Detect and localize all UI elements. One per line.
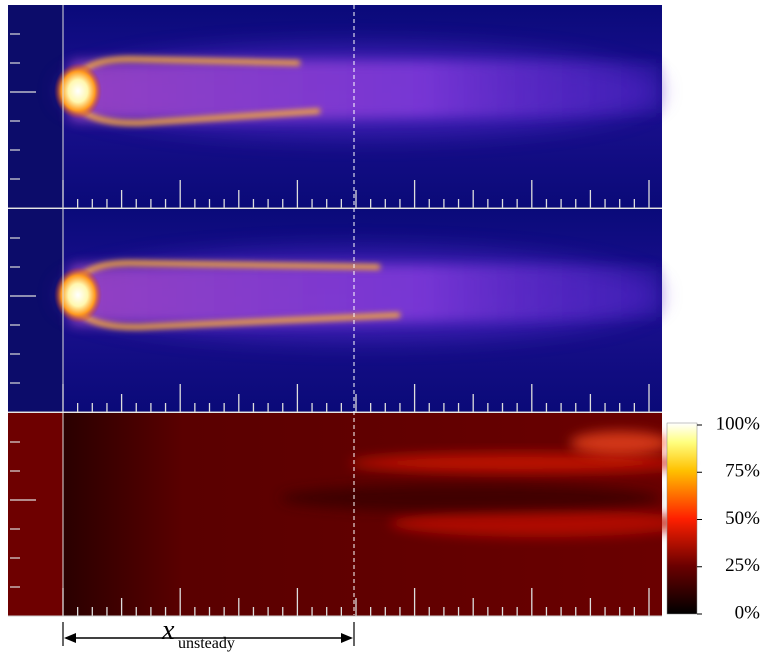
- colorbar-label: 25%: [725, 555, 760, 576]
- streak: [350, 453, 690, 473]
- plume-core: [70, 264, 660, 325]
- plume-core: [70, 60, 660, 121]
- colorbar-label: 0%: [735, 602, 761, 623]
- streak: [390, 509, 690, 537]
- annotation-symbol: x: [161, 615, 175, 646]
- hot-core: [54, 267, 102, 323]
- colorbar-label: 100%: [716, 413, 761, 434]
- hot-core: [54, 63, 102, 119]
- left-strip: [8, 209, 63, 412]
- span-arrow: [62, 622, 355, 646]
- left-strip: [8, 413, 63, 616]
- colorbar: [666, 422, 698, 615]
- panel: [8, 5, 662, 209]
- panel: [8, 413, 690, 617]
- image-panels: [8, 5, 690, 617]
- annotation-subscript: unsteady: [178, 635, 235, 652]
- dark-core: [280, 484, 660, 512]
- left-strip: [8, 5, 63, 208]
- colorbar-label: 75%: [725, 461, 760, 482]
- colorbar-label: 50%: [725, 508, 760, 529]
- panel: [8, 209, 662, 413]
- colorbar-ticks: 100% 75% 50% 25% 0%: [697, 413, 760, 623]
- streak: [570, 431, 670, 455]
